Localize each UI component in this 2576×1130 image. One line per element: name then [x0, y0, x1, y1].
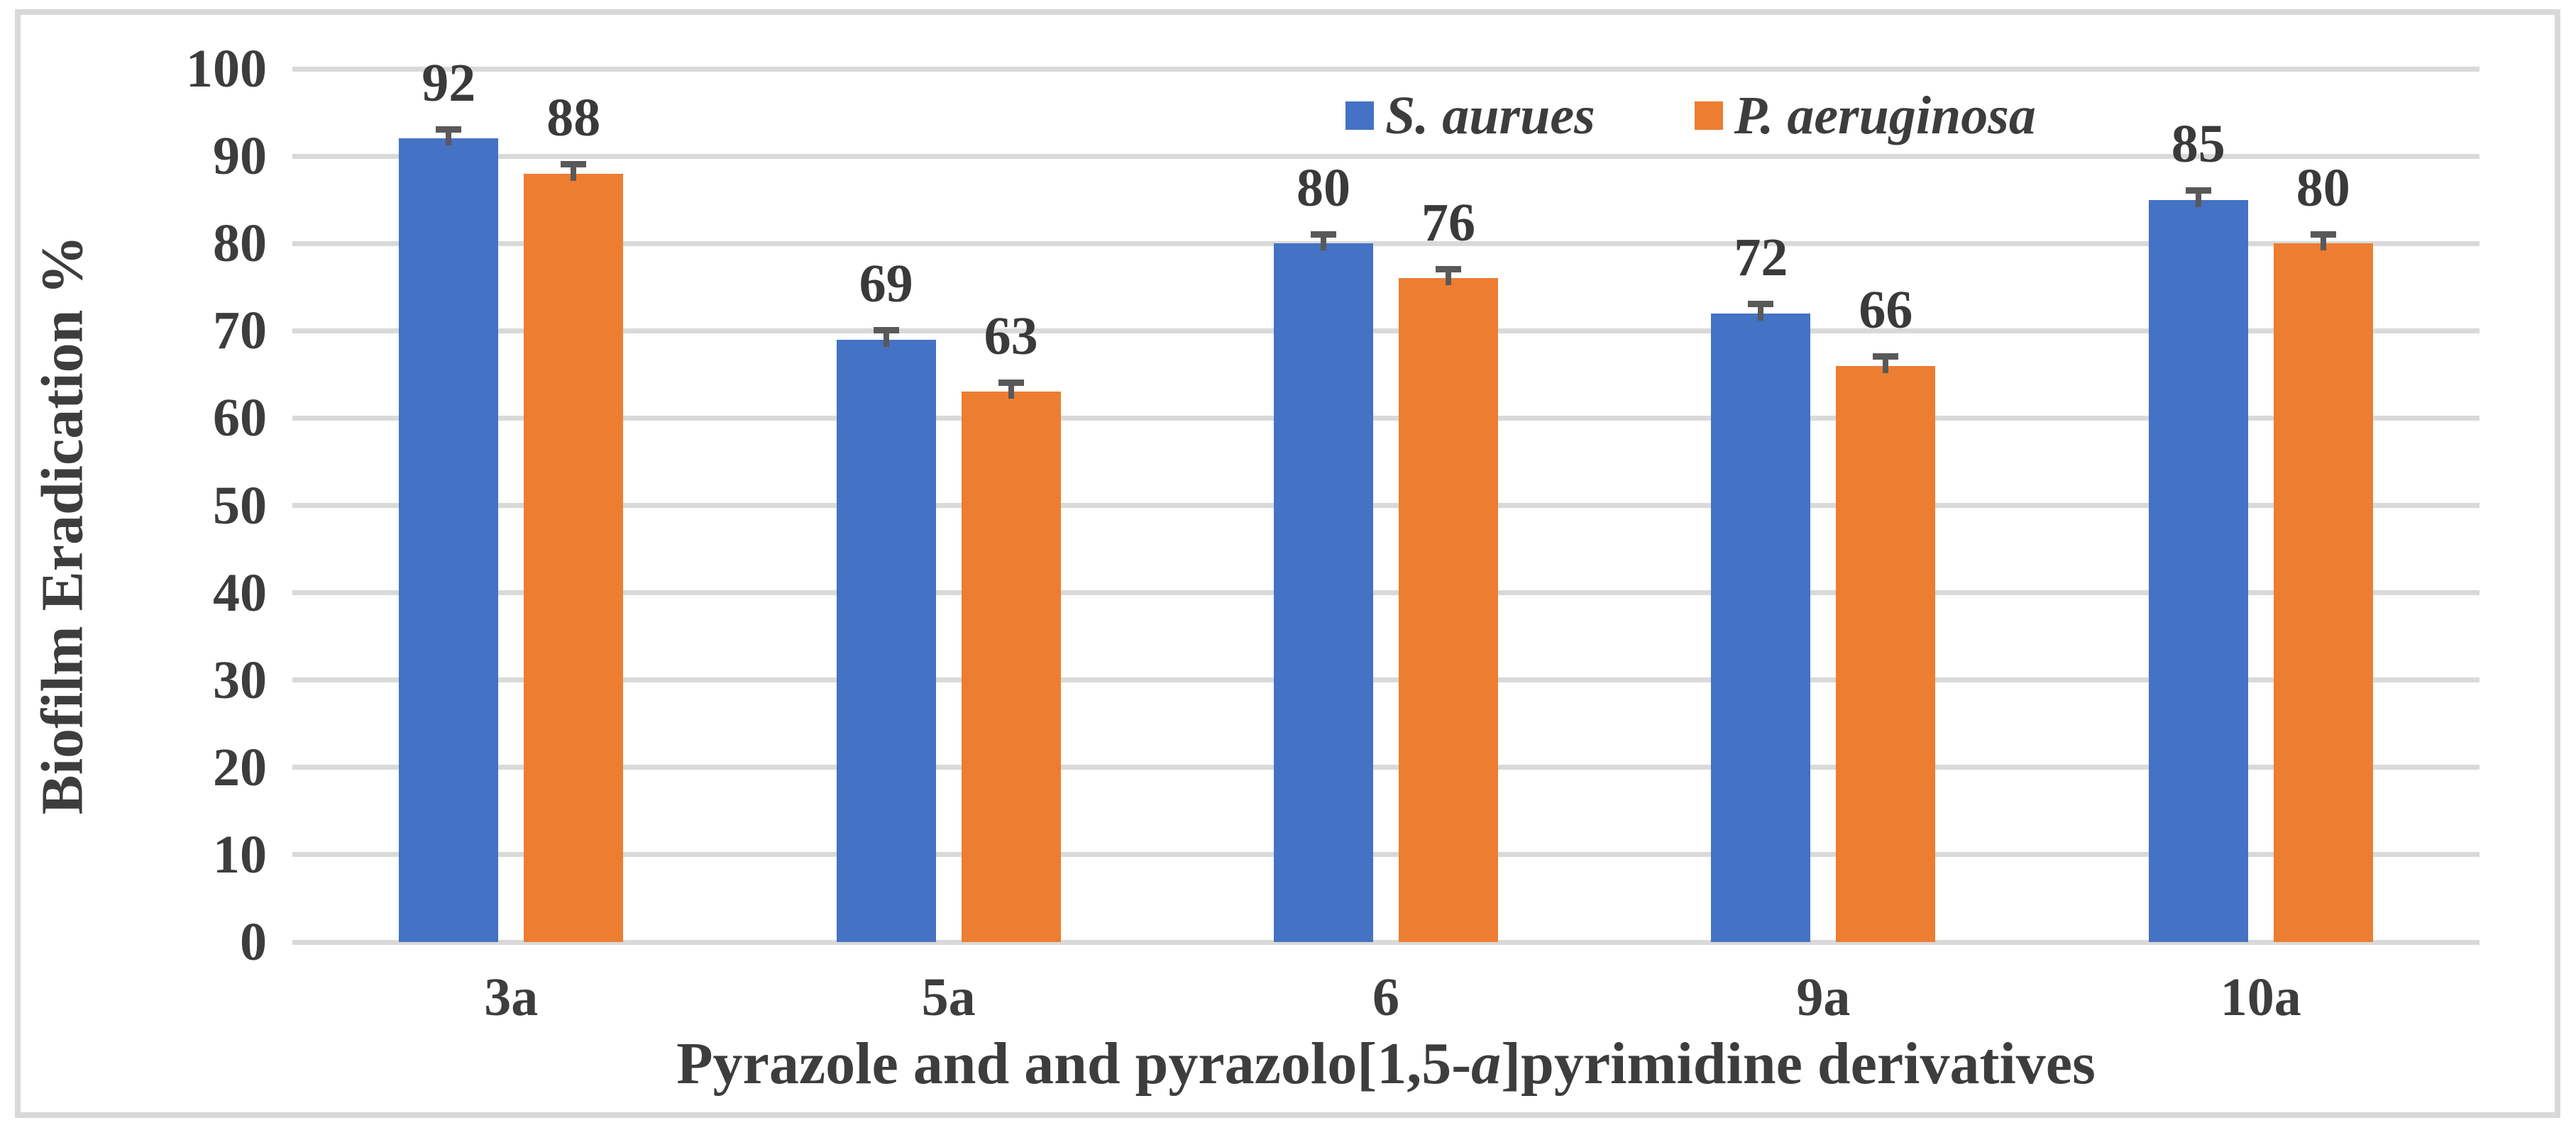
bar-group: 80 76 [1167, 69, 1605, 942]
gridline [292, 66, 2479, 72]
gridline [292, 939, 2479, 945]
data-label: 72 [1734, 228, 1788, 288]
x-axis-title-text: Pyrazole and and pyrazolo[1,5- [676, 1031, 1472, 1097]
y-axis-tick-label: 40 [213, 563, 267, 623]
error-bar-cap [873, 327, 899, 334]
x-axis-tick-label: 9a [1796, 968, 1851, 1027]
error-bar-line [571, 161, 577, 181]
bar-9a-series-2 [1836, 365, 1936, 942]
error-bar-line [446, 126, 452, 146]
bar-group: 69 63 [730, 69, 1167, 942]
legend-swatch-icon [1345, 101, 1374, 130]
bar-3a-series-1 [399, 138, 499, 942]
error-bar-cap [1748, 301, 1774, 308]
y-axis-tick-label: 30 [213, 650, 267, 710]
y-axis-tick-label: 20 [213, 737, 267, 797]
error-bar-cap [998, 380, 1024, 387]
error-bar-line [2195, 187, 2201, 207]
legend-label: P. aeruginosa [1734, 86, 2036, 145]
bar-group: 72 66 [1605, 69, 2042, 942]
x-axis-tick-label: 6 [1372, 968, 1399, 1027]
y-axis-tick-label: 0 [240, 912, 267, 972]
error-bar-cap [2185, 187, 2211, 194]
x-axis-title-text: ]pyrimidine derivatives [1501, 1031, 2096, 1097]
y-axis-tick-label: 50 [213, 475, 267, 536]
gridline [292, 852, 2479, 858]
y-axis-tick-label: 80 [213, 214, 267, 274]
legend-item: P. aeruginosa [1694, 86, 2036, 145]
x-axis-tick-label: 10a [2220, 968, 2301, 1027]
data-label: 80 [1296, 157, 1350, 218]
x-axis-title: Pyrazole and and pyrazolo[1,5-a]pyrimidi… [292, 1034, 2479, 1094]
x-axis-title-italic: a [1471, 1031, 1502, 1097]
bar-9a-series-1 [1711, 313, 1811, 942]
bar-6-series-1 [1273, 243, 1373, 942]
bar-6-series-2 [1398, 278, 1498, 942]
gridline [292, 415, 2479, 421]
gridline [292, 153, 2479, 159]
legend-swatch-icon [1694, 101, 1723, 130]
data-label: 63 [984, 306, 1038, 367]
data-label: 92 [422, 53, 476, 113]
error-bar-cap [561, 161, 587, 168]
error-bar-line [1883, 353, 1889, 373]
x-axis-tick-label: 3a [484, 968, 539, 1027]
bar-3a-series-2 [524, 173, 624, 942]
data-label: 69 [859, 254, 913, 314]
data-label: 66 [1859, 280, 1913, 340]
plot-area: 92 88 69 63 80 76 72 66 85 80 S. aurues P. aerugin… [292, 56, 2479, 945]
bar-group: 92 88 [292, 56, 730, 942]
gridline [292, 328, 2479, 333]
x-axis-tick-label: 5a [921, 968, 976, 1027]
error-bar-line [1445, 266, 1451, 286]
y-axis-tick-label: 90 [213, 126, 267, 187]
legend-label: S. aurues [1385, 86, 1595, 145]
data-label: 85 [2171, 114, 2225, 175]
y-axis-tick-labels: 0 10 20 30 40 50 60 70 80 90 100 [0, 42, 278, 969]
gridline [292, 590, 2479, 596]
bar-group: 85 80 [2042, 69, 2479, 942]
error-bar-line [883, 327, 889, 347]
y-axis-tick-label: 100 [186, 39, 267, 99]
y-axis-tick-label: 70 [213, 301, 267, 361]
error-bar-cap [1310, 231, 1336, 238]
data-label: 88 [546, 88, 601, 148]
y-axis-tick-label: 60 [213, 388, 267, 448]
gridline [292, 677, 2479, 683]
bar-10a-series-1 [2148, 199, 2248, 942]
bar-5a-series-2 [961, 392, 1061, 942]
gridline [292, 765, 2479, 770]
error-bar-cap [436, 126, 462, 133]
data-label: 76 [1421, 192, 1475, 253]
error-bar-cap [1435, 265, 1461, 272]
error-bar-line [2320, 231, 2326, 251]
legend: S. aurues P. aeruginosa [1345, 89, 2036, 143]
error-bar-cap [2310, 231, 2336, 238]
data-label: 80 [2296, 157, 2350, 218]
y-axis-tick-label: 10 [213, 824, 267, 885]
error-bar-line [1008, 380, 1014, 399]
gridline [292, 503, 2479, 508]
error-bar-line [1758, 301, 1764, 321]
bar-10a-series-2 [2273, 243, 2373, 942]
legend-item: S. aurues [1345, 89, 1595, 143]
bar-5a-series-1 [836, 339, 936, 942]
gridline [292, 240, 2479, 246]
error-bar-line [1320, 231, 1326, 251]
x-axis-tick-labels: 3a 5a 6 9a 10a [292, 970, 2479, 1041]
error-bar-cap [1873, 353, 1899, 360]
